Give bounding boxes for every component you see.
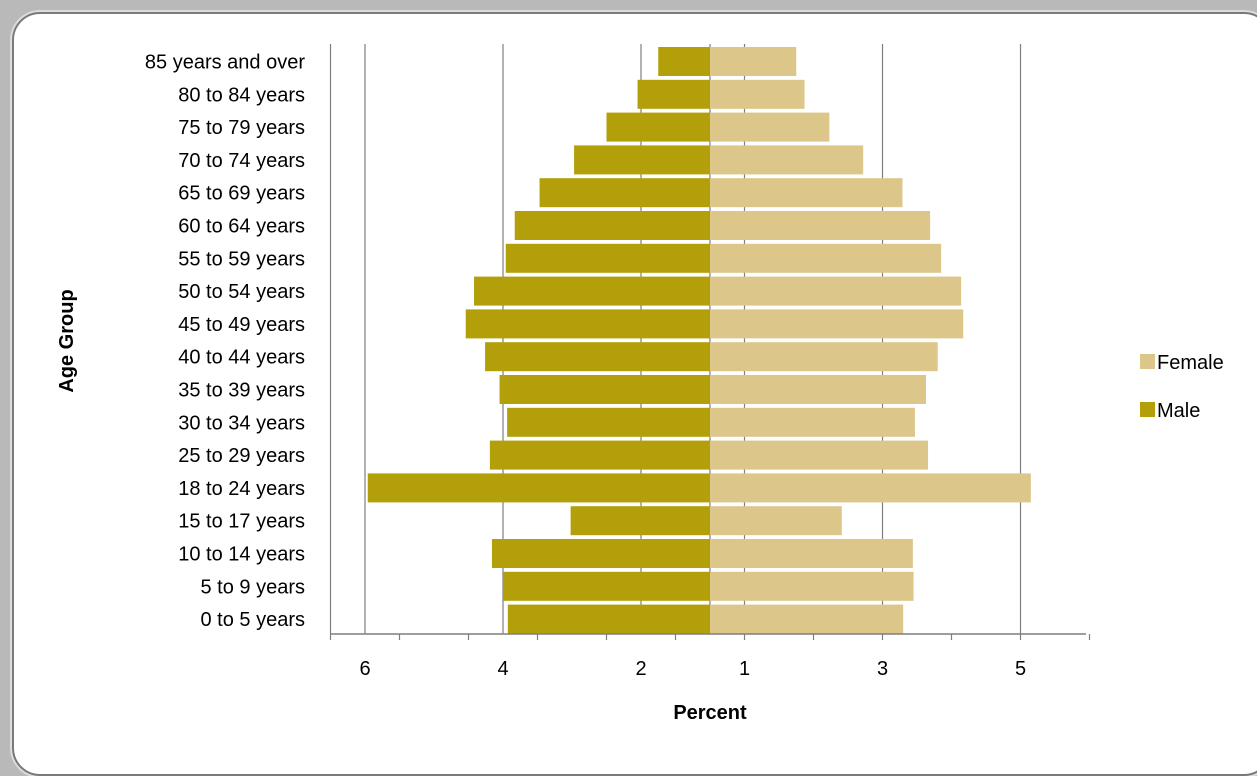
bar-male (492, 539, 710, 568)
legend-label: Male (1157, 400, 1200, 422)
bar-male (368, 473, 710, 502)
tick-label: 5 (1015, 658, 1026, 680)
category-label: 30 to 34 years (178, 412, 305, 434)
y-axis-title: Age Group (56, 289, 78, 392)
bar-male (474, 277, 710, 306)
category-label: 25 to 29 years (178, 445, 305, 467)
category-label: 85 years and over (145, 52, 305, 74)
category-label: 75 to 79 years (178, 117, 305, 139)
tick-label: 2 (635, 658, 646, 680)
legend: Female Male (1140, 352, 1224, 422)
x-axis-title: Percent (673, 702, 747, 724)
bars-layer (368, 47, 1031, 634)
category-labels: 85 years and over 80 to 84 years 75 to 79 … (145, 52, 305, 632)
category-label: 40 to 44 years (178, 347, 305, 369)
axis-layer (331, 634, 1090, 640)
category-label: 55 to 59 years (178, 248, 305, 270)
category-label: 15 to 17 years (178, 511, 305, 533)
bar-female (710, 309, 963, 338)
bar-female (710, 47, 796, 76)
bar-female (710, 244, 941, 273)
bar-male (500, 375, 710, 404)
legend-swatch (1140, 402, 1155, 417)
tick-label: 6 (359, 658, 370, 680)
tick-labels: 6 4 2 1 3 5 (359, 658, 1026, 680)
category-label: 18 to 24 years (178, 478, 305, 500)
legend-label: Female (1157, 352, 1224, 374)
bar-male (638, 80, 710, 109)
population-pyramid-chart: 85 years and over 80 to 84 years 75 to 79 … (0, 0, 1257, 758)
category-label: 65 to 69 years (178, 183, 305, 205)
legend-swatch (1140, 354, 1155, 369)
category-label: 5 to 9 years (200, 576, 305, 598)
bar-male (607, 113, 711, 142)
category-label: 35 to 39 years (178, 380, 305, 402)
category-label: 60 to 64 years (178, 216, 305, 238)
bar-male (507, 408, 710, 437)
bar-male (490, 441, 710, 470)
bar-female (710, 506, 842, 535)
bar-female (710, 211, 930, 240)
bar-female (710, 572, 914, 601)
bar-male (574, 145, 710, 174)
tick-label: 4 (497, 658, 508, 680)
tick-label: 3 (877, 658, 888, 680)
category-label: 80 to 84 years (178, 84, 305, 106)
bar-male (508, 605, 710, 634)
category-label: 50 to 54 years (178, 281, 305, 303)
category-label: 45 to 49 years (178, 314, 305, 336)
bar-male (571, 506, 710, 535)
bar-female (710, 145, 863, 174)
bar-female (710, 342, 938, 371)
category-label: 10 to 14 years (178, 544, 305, 566)
bar-male (485, 342, 710, 371)
category-label: 70 to 74 years (178, 150, 305, 172)
bar-male (503, 572, 710, 601)
tick-label: 1 (739, 658, 750, 680)
bar-female (710, 539, 913, 568)
bar-female (710, 375, 926, 404)
bar-female (710, 441, 928, 470)
bar-female (710, 277, 961, 306)
bar-female (710, 80, 805, 109)
category-label: 0 to 5 years (200, 609, 305, 631)
bar-male (506, 244, 710, 273)
bar-female (710, 178, 903, 207)
bar-female (710, 473, 1031, 502)
bar-male (658, 47, 710, 76)
bar-male (540, 178, 710, 207)
bar-female (710, 113, 829, 142)
bar-male (515, 211, 710, 240)
bar-female (710, 605, 903, 634)
bar-female (710, 408, 915, 437)
bar-male (466, 309, 710, 338)
